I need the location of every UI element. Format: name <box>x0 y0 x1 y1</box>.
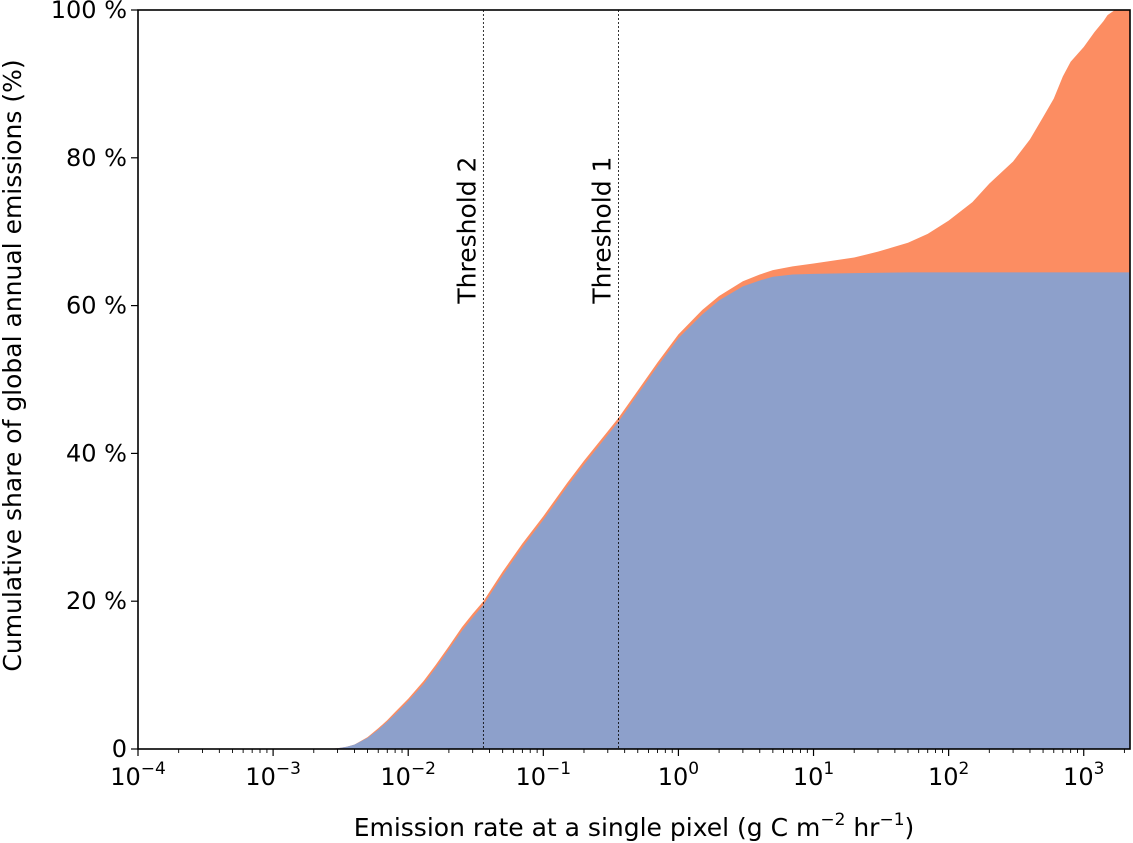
x-tick-label-7: 103 <box>1063 759 1104 791</box>
y-tick-label-1: 20 % <box>66 587 127 615</box>
x-tick-label-6: 102 <box>928 759 969 791</box>
x-tick-label-1: 10−3 <box>245 759 301 791</box>
y-tick-label-5: 100 % <box>51 0 127 24</box>
plot-frame <box>137 9 1131 750</box>
x-axis-label: Emission rate at a single pixel (g C m−2… <box>354 810 915 842</box>
x-axis-label-end: ) <box>905 813 915 842</box>
x-axis-label-exp1: −2 <box>820 810 845 830</box>
x-axis-label-main: Emission rate at a single pixel (g C m <box>354 813 821 842</box>
plot-areas <box>138 10 1130 749</box>
x-axis-label-mid: hr <box>845 813 880 842</box>
threshold-label-1: Threshold 1 <box>587 157 616 305</box>
x-axis-label-exp2: −1 <box>879 810 904 830</box>
x-tick-label-4: 100 <box>658 759 699 791</box>
axis-ticks: 0 20 % 40 % 60 % 80 % 100 % 10−4 10−3 10−2 10−1 10… <box>51 0 1125 791</box>
y-tick-label-0: 0 <box>112 735 127 763</box>
y-tick-label-4: 80 % <box>66 144 127 172</box>
y-tick-label-2: 40 % <box>66 439 127 467</box>
y-tick-label-3: 60 % <box>66 292 127 320</box>
threshold-lines: Threshold 2 Threshold 1 <box>452 10 619 749</box>
x-tick-label-0: 10−4 <box>110 759 166 791</box>
x-tick-label-5: 101 <box>793 759 834 791</box>
y-axis-label: Cumulative share of global annual emissi… <box>0 59 27 671</box>
x-tick-label-3: 10−1 <box>516 759 572 791</box>
area-series-0 <box>138 272 1130 749</box>
x-tick-label-2: 10−2 <box>380 759 436 791</box>
threshold-label-0: Threshold 2 <box>452 157 481 305</box>
